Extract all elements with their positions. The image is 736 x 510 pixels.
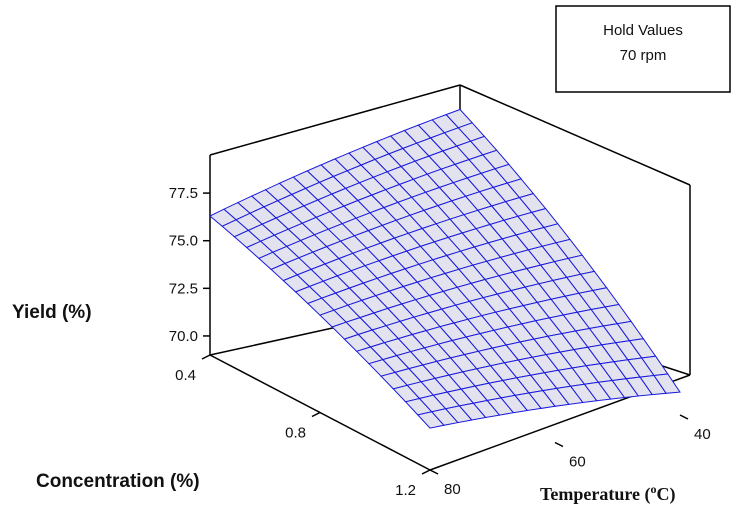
- z-tick-label: 70.0: [169, 328, 198, 345]
- x-tick-label: 0.8: [285, 425, 306, 442]
- z-tick-label: 75.0: [169, 233, 198, 250]
- z-tick-label: 72.5: [169, 280, 198, 297]
- x-tick-mark: [201, 354, 211, 360]
- y-axis-title-sup: o: [650, 482, 656, 496]
- box-edge: [209, 84, 461, 156]
- x-tick-label: 0.4: [175, 367, 196, 384]
- y-axis: 40 60 80: [429, 414, 711, 498]
- y-axis-title-main: Temperature (: [540, 484, 650, 505]
- hold-values-value: 70 rpm: [620, 47, 667, 64]
- hold-values-title: Hold Values: [603, 22, 683, 39]
- x-tick-mark: [311, 411, 321, 418]
- box-edge: [459, 84, 691, 186]
- surface-cell: [416, 411, 445, 429]
- x-axis: 0.4 0.8 1.2: [175, 354, 431, 499]
- response-surface: [209, 108, 681, 429]
- hold-values-frame: [555, 5, 731, 93]
- z-axis-title: Yield (%): [12, 302, 92, 323]
- z-axis: 70.0 72.5 75.0 77.5: [169, 185, 210, 345]
- y-axis-title: Temperature (oC): [540, 482, 675, 505]
- y-axis-title-unit: C): [656, 484, 675, 505]
- hold-values-box: Hold Values 70 rpm: [555, 5, 731, 93]
- y-tick-label: 80: [444, 481, 461, 498]
- x-axis-title: Concentration (%): [36, 471, 200, 492]
- x-tick-label: 1.2: [395, 482, 416, 499]
- x-tick-mark: [421, 469, 431, 475]
- z-tick-label: 77.5: [169, 185, 198, 202]
- y-tick-label: 60: [569, 454, 586, 471]
- y-tick-mark: [429, 469, 439, 475]
- y-tick-mark: [554, 441, 564, 448]
- y-tick-mark: [679, 414, 689, 420]
- y-tick-label: 40: [694, 426, 711, 443]
